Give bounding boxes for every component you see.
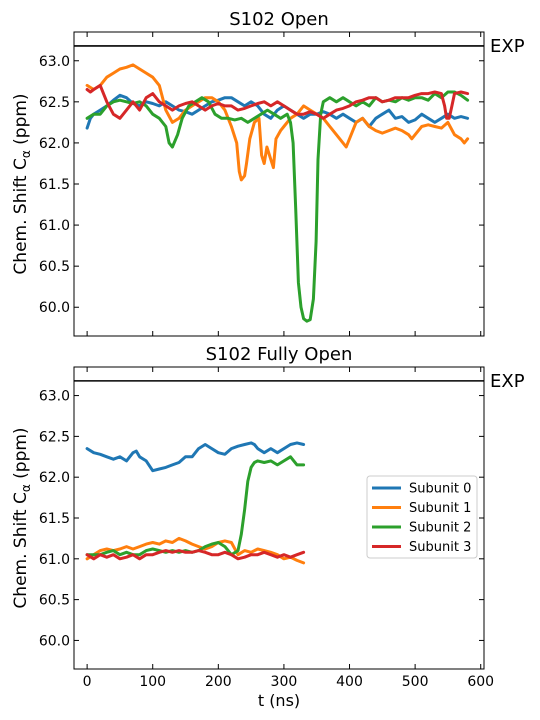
ytick-label: 60.0 (39, 300, 70, 316)
series-line-subunit-2 (85, 90, 470, 323)
reference-line-label: EXP (490, 371, 525, 392)
reference-line-label: EXP (490, 36, 525, 57)
ytick-label: 60.5 (39, 593, 70, 609)
ytick-label: 62.5 (39, 95, 70, 111)
y-axis-label-subscript: α (19, 484, 33, 492)
series-line-subunit-1 (85, 536, 306, 565)
xtick-label: 400 (336, 674, 363, 690)
ytick-label: 60.5 (39, 259, 70, 275)
series-line-subunit-0 (85, 441, 306, 473)
xtick-label: 200 (205, 674, 232, 690)
ytick-label: 63.0 (39, 54, 70, 70)
ytick-label: 63.0 (39, 389, 70, 405)
xtick-label: 600 (467, 674, 494, 690)
ytick-label: 62.0 (39, 470, 70, 486)
ytick-label: 61.0 (39, 552, 70, 568)
ytick-label: 61.5 (39, 177, 70, 193)
axes-frame (73, 31, 485, 337)
series-line-subunit-2 (85, 455, 306, 557)
ytick-label: 61.5 (39, 511, 70, 527)
xtick-label: 100 (139, 674, 166, 690)
xtick-label: 500 (402, 674, 429, 690)
y-axis-label-subscript: α (19, 150, 33, 158)
y-axis-label: Chem. Shift Cα (ppm) (11, 427, 33, 608)
chart-title: S102 Fully Open (206, 344, 353, 365)
ytick-label: 61.0 (39, 218, 70, 234)
legend-entry-3: Subunit 3 (409, 540, 471, 555)
y-axis-label: Chem. Shift Cα (ppm) (11, 93, 33, 274)
chart-panel-2: S102 Fully Open EXP 60.0 60.5 61.0 61.5 62.0 62… (11, 344, 525, 710)
ytick-label: 60.0 (39, 633, 70, 649)
legend: Subunit 0 Subunit 1 Subunit 2 Subunit 3 (366, 475, 478, 559)
y-axis-label-main: Chem. Shift C (11, 492, 31, 608)
y-axis-label-main: Chem. Shift C (11, 158, 31, 274)
legend-entry-2: Subunit 2 (409, 521, 471, 536)
chart-title: S102 Open (229, 9, 329, 30)
xtick-label: 0 (83, 674, 92, 690)
series-line-subunit-3 (85, 549, 306, 561)
series-line-subunit-3 (85, 83, 470, 120)
y-axis-label-unit: (ppm) (11, 93, 31, 150)
ytick-label: 62.0 (39, 136, 70, 152)
ytick-label: 62.5 (39, 429, 70, 445)
legend-entry-0: Subunit 0 (409, 482, 471, 497)
y-axis-label-unit: (ppm) (11, 427, 31, 484)
legend-entry-1: Subunit 1 (409, 501, 471, 516)
x-axis-label: t (ns) (258, 691, 300, 710)
legend-box (366, 475, 478, 559)
series-line-subunit-1 (85, 63, 470, 182)
xtick-label: 300 (271, 674, 298, 690)
chart-panel-1: S102 Open EXP 60.0 60.5 61.0 61.5 62.0 62.5 63.0… (11, 9, 525, 337)
